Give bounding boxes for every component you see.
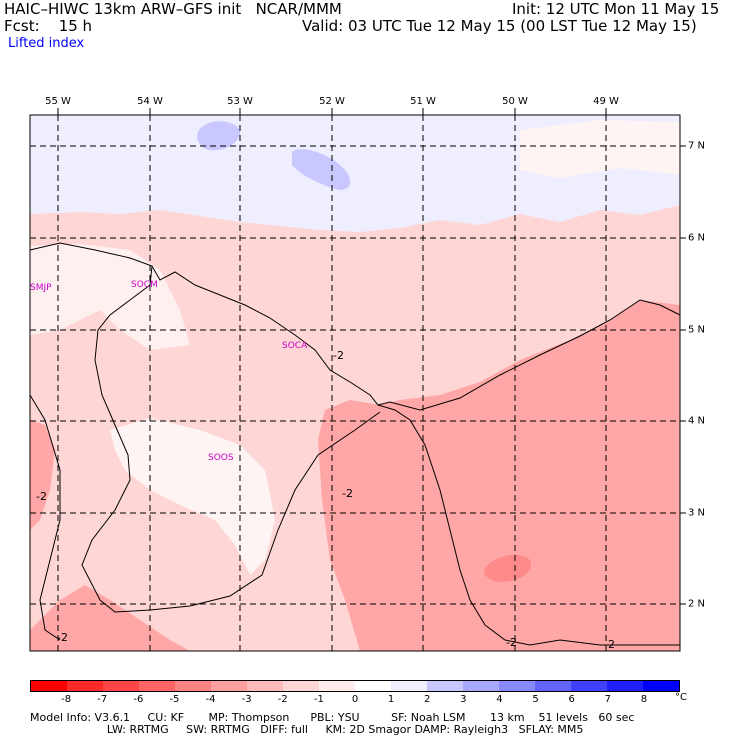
colorbar-tick-label: 7 xyxy=(604,694,611,705)
colorbar-swatch xyxy=(571,681,607,691)
coastline xyxy=(29,242,681,411)
colorbar-tick-label: -8 xyxy=(61,694,72,705)
colorbar-swatch xyxy=(103,681,139,691)
lat-label-4n: 4 N xyxy=(688,415,706,427)
lon-label-55w: 55 W xyxy=(45,96,71,107)
contour-label: -2 xyxy=(36,490,47,503)
colorbar xyxy=(30,680,680,692)
neutral-area-interior xyxy=(110,418,275,575)
axis-ticks xyxy=(57,108,686,605)
model-info-line2: LW: RRTMG SW: RRTMG DIFF: full KM: 2D Sm… xyxy=(30,723,584,736)
colorbar-swatch xyxy=(463,681,499,691)
unstable-blob xyxy=(484,554,531,582)
colorbar-swatch xyxy=(283,681,319,691)
colorbar-swatch xyxy=(535,681,571,691)
colorbar-tick-label: 2 xyxy=(424,694,431,705)
neutral-area-ne xyxy=(520,120,680,178)
model-info-line1: Model Info: V3.6.1 CU: KF MP: Thompson P… xyxy=(30,711,635,724)
lon-label-54w: 54 W xyxy=(137,96,163,107)
lon-label-53w: 53 W xyxy=(227,96,253,107)
border-far-west xyxy=(29,394,61,641)
colorbar-tick-label: -1 xyxy=(313,694,324,705)
colorbar-swatch xyxy=(319,681,355,691)
lat-label-6n: 6 N xyxy=(688,232,706,244)
contour-label: -2 xyxy=(57,631,68,644)
lat-label-3n: 3 N xyxy=(688,507,706,519)
stable-band xyxy=(30,115,680,232)
valid-time: Valid: 03 UTC Tue 12 May 15 (00 LST Tue … xyxy=(302,17,697,35)
colorbar-swatch xyxy=(499,681,535,691)
colorbar-tick-label: -5 xyxy=(169,694,180,705)
colorbar-swatch xyxy=(211,681,247,691)
colorbar-tick-label: -6 xyxy=(133,694,144,705)
contour-label: -2 xyxy=(342,487,353,500)
colorbar-swatch xyxy=(607,681,643,691)
colorbar-tick-label: 3 xyxy=(460,694,467,705)
station-soos: SOOS xyxy=(208,453,234,463)
colorbar-swatch xyxy=(175,681,211,691)
border-west xyxy=(81,265,381,613)
lon-label-50w: 50 W xyxy=(502,96,528,107)
colorbar-tick-label: 1 xyxy=(387,694,395,705)
colorbar-swatch xyxy=(31,681,67,691)
stable-blob-2 xyxy=(292,149,351,190)
lat-label-5n: 5 N xyxy=(688,324,706,336)
lon-label-49w: 49 W xyxy=(593,96,619,107)
colorbar-tick-label: -2 xyxy=(277,694,288,705)
colorbar-tick-label: -3 xyxy=(241,694,252,705)
stable-blob-1 xyxy=(197,121,241,151)
colorbar-unit: °C xyxy=(675,692,687,703)
colorbar-tick-label: -4 xyxy=(205,694,216,705)
contour-label: -2 xyxy=(333,349,344,362)
colorbar-swatch xyxy=(355,681,391,691)
lat-label-7n: 7 N xyxy=(688,140,706,152)
lon-label-52w: 52 W xyxy=(319,96,345,107)
colorbar-swatch xyxy=(391,681,427,691)
colorbar-swatch xyxy=(247,681,283,691)
init-time: Init: 12 UTC Mon 11 May 15 xyxy=(512,0,720,18)
contour-label: -2 xyxy=(506,636,517,649)
border-east xyxy=(377,404,680,646)
contour-label: -2 xyxy=(604,638,615,651)
lonlat-grid xyxy=(30,115,680,651)
colorbar-swatch xyxy=(67,681,103,691)
station-soca: SOCA xyxy=(282,341,308,351)
lon-label-51w: 51 W xyxy=(410,96,436,107)
map-frame xyxy=(29,114,681,652)
run-title: HAIC–HIWC 13km ARW–GFS init NCAR/MMM xyxy=(4,0,342,18)
colorbar-tick-label: 6 xyxy=(568,694,575,705)
colorbar-tick-label: 0 xyxy=(351,694,359,705)
colorbar-swatch xyxy=(427,681,463,691)
colorbar-swatch xyxy=(139,681,175,691)
forecast-hour: Fcst: 15 h xyxy=(4,17,93,35)
colorbar-tick-label: 5 xyxy=(532,694,539,705)
colorbar-tick-label: 4 xyxy=(496,694,503,705)
field-name: Lifted index xyxy=(8,36,85,51)
colorbar-swatch xyxy=(643,681,679,691)
unstable-area-west xyxy=(30,420,55,530)
station-socm: SOCM xyxy=(131,280,158,290)
unstable-area-sw xyxy=(30,585,190,651)
colorbar-tick-label: -7 xyxy=(97,694,108,705)
station-smjp: SMJP xyxy=(30,283,52,293)
unstable-area-east xyxy=(318,300,680,651)
colorbar-tick-label: 8 xyxy=(640,694,648,705)
colorbar-ticks: -8 -7 -6 -5 -4 -3 -2 -1 0 1 2 3 4 5 6 7 8 xyxy=(30,694,680,708)
lat-label-2n: 2 N xyxy=(688,598,706,610)
